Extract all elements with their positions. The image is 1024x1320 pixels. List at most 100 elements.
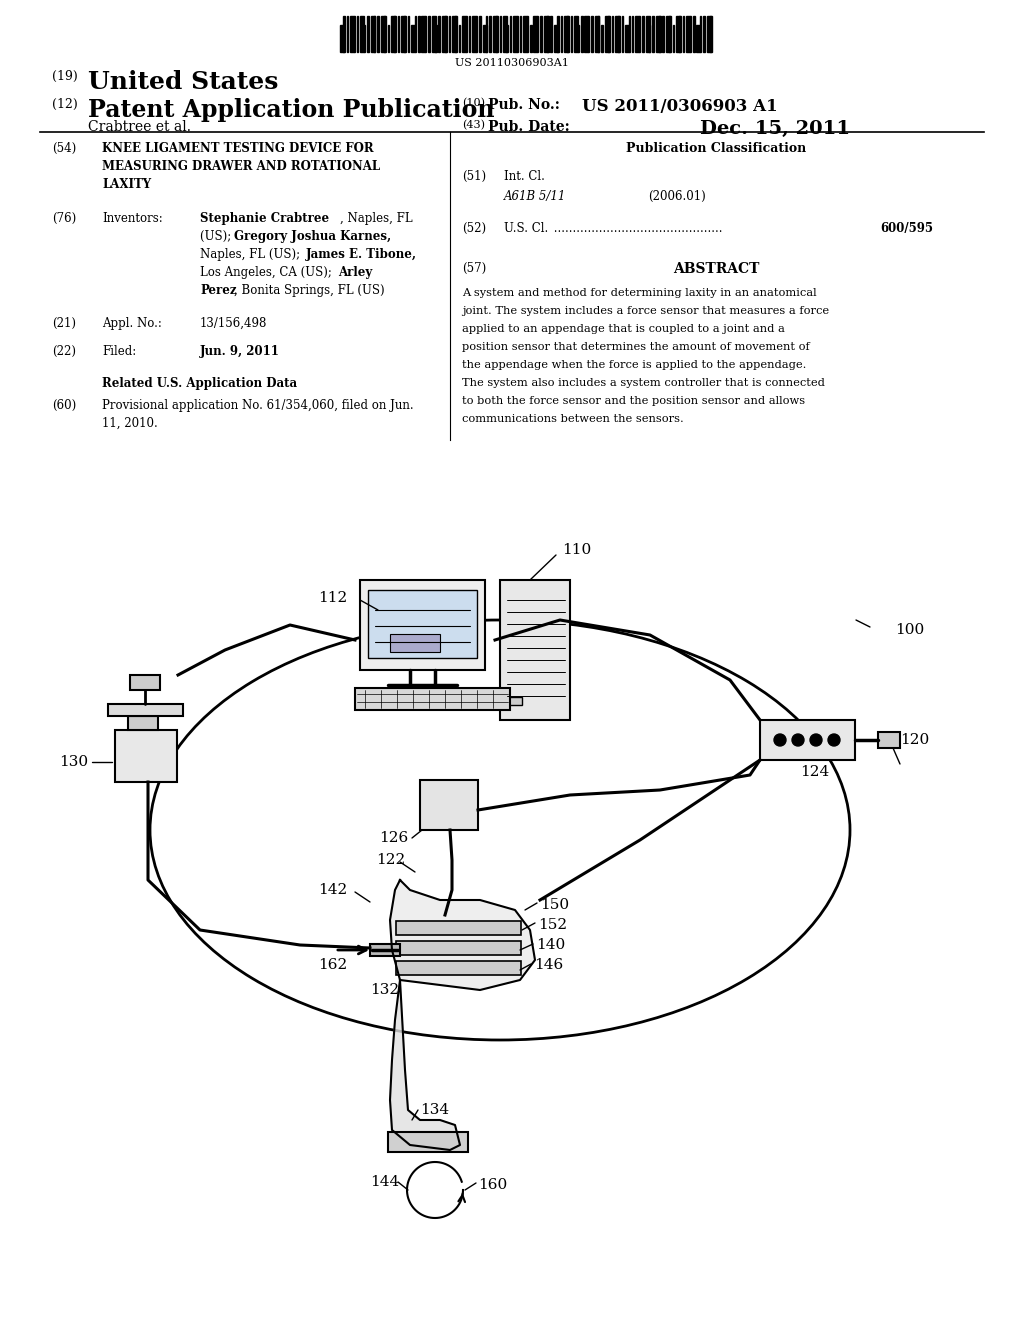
Bar — [422, 16, 425, 51]
Bar — [707, 16, 711, 51]
Bar — [508, 697, 522, 705]
Text: Perez: Perez — [200, 284, 237, 297]
Bar — [353, 16, 355, 51]
Bar — [364, 25, 366, 51]
Text: (2006.01): (2006.01) — [648, 190, 706, 203]
Bar — [567, 16, 569, 51]
Bar — [445, 16, 446, 51]
Bar — [476, 16, 477, 51]
Bar — [482, 25, 486, 51]
Text: 13/156,498: 13/156,498 — [200, 317, 267, 330]
Bar — [520, 16, 521, 51]
Bar — [456, 16, 457, 51]
Text: joint. The system includes a force sensor that measures a force: joint. The system includes a force senso… — [462, 306, 829, 315]
Bar — [513, 16, 517, 51]
Bar — [479, 16, 480, 51]
Bar — [368, 16, 369, 51]
Bar — [699, 16, 701, 51]
Bar — [632, 16, 634, 51]
Text: (10): (10) — [462, 98, 485, 108]
Bar — [541, 16, 542, 51]
Bar — [683, 16, 684, 51]
Bar — [591, 16, 593, 51]
Bar — [673, 25, 674, 51]
Circle shape — [828, 734, 840, 746]
Circle shape — [792, 734, 804, 746]
Bar — [703, 16, 705, 51]
Bar — [622, 16, 624, 51]
Bar — [428, 16, 430, 51]
Bar — [412, 25, 416, 51]
Bar — [355, 688, 510, 710]
Bar — [659, 16, 660, 51]
Text: 120: 120 — [900, 733, 929, 747]
Bar — [340, 25, 344, 51]
Bar — [605, 16, 609, 51]
Bar — [408, 16, 410, 51]
Text: (76): (76) — [52, 213, 76, 224]
Text: 126: 126 — [379, 832, 408, 845]
Bar — [642, 16, 644, 51]
Bar — [396, 941, 521, 954]
Bar — [493, 16, 497, 51]
Text: Jun. 9, 2011: Jun. 9, 2011 — [200, 345, 280, 358]
Text: 144: 144 — [370, 1175, 399, 1189]
Text: 152: 152 — [538, 917, 567, 932]
Bar — [435, 25, 436, 51]
Bar — [370, 944, 400, 956]
Text: A system and method for determining laxity in an anatomical: A system and method for determining laxi… — [462, 288, 816, 298]
Bar — [489, 16, 490, 51]
Text: (57): (57) — [462, 261, 486, 275]
Bar — [497, 16, 498, 51]
Bar — [570, 16, 572, 51]
Text: communications between the sensors.: communications between the sensors. — [462, 414, 684, 424]
Text: Provisional application No. 61/354,060, filed on Jun.: Provisional application No. 61/354,060, … — [102, 399, 414, 412]
Bar — [368, 590, 477, 657]
Text: (US);: (US); — [200, 230, 234, 243]
Text: 600/595: 600/595 — [880, 222, 933, 235]
Bar — [108, 704, 183, 715]
Text: Filed:: Filed: — [102, 345, 136, 358]
Text: applied to an appendage that is coupled to a joint and a: applied to an appendage that is coupled … — [462, 323, 784, 334]
Bar — [878, 733, 900, 748]
Text: A61B 5/11: A61B 5/11 — [504, 190, 566, 203]
Text: , Naples, FL: , Naples, FL — [340, 213, 413, 224]
Text: MEASURING DRAWER AND ROTATIONAL: MEASURING DRAWER AND ROTATIONAL — [102, 160, 380, 173]
Bar — [432, 16, 435, 51]
Bar — [130, 675, 160, 690]
Bar — [415, 16, 416, 51]
Text: 146: 146 — [534, 958, 563, 972]
Bar — [544, 16, 548, 51]
Bar — [452, 16, 456, 51]
Text: (52): (52) — [462, 222, 486, 235]
Text: Inventors:: Inventors: — [102, 213, 163, 224]
Bar — [387, 25, 389, 51]
Bar — [710, 16, 712, 51]
Text: (51): (51) — [462, 170, 486, 183]
Bar — [401, 16, 406, 51]
Bar — [629, 16, 630, 51]
Bar — [564, 16, 568, 51]
Text: (60): (60) — [52, 399, 76, 412]
Text: Pub. Date:: Pub. Date: — [488, 120, 569, 135]
Text: 150: 150 — [540, 898, 569, 912]
Bar — [534, 16, 538, 51]
Bar — [537, 16, 539, 51]
Circle shape — [774, 734, 786, 746]
Bar — [500, 579, 570, 719]
Bar — [649, 25, 650, 51]
Text: Stephanie Crabtree: Stephanie Crabtree — [200, 213, 329, 224]
Bar — [390, 634, 440, 652]
Text: (21): (21) — [52, 317, 76, 330]
Bar — [381, 16, 385, 51]
Text: U.S. Cl.: U.S. Cl. — [504, 222, 548, 235]
Polygon shape — [390, 979, 460, 1150]
Bar — [360, 579, 485, 671]
Bar — [551, 16, 552, 51]
Text: 110: 110 — [562, 543, 591, 557]
Bar — [377, 16, 379, 51]
Text: 140: 140 — [536, 939, 565, 952]
Text: (54): (54) — [52, 143, 76, 154]
Bar — [449, 16, 451, 51]
Text: (19): (19) — [52, 70, 78, 83]
